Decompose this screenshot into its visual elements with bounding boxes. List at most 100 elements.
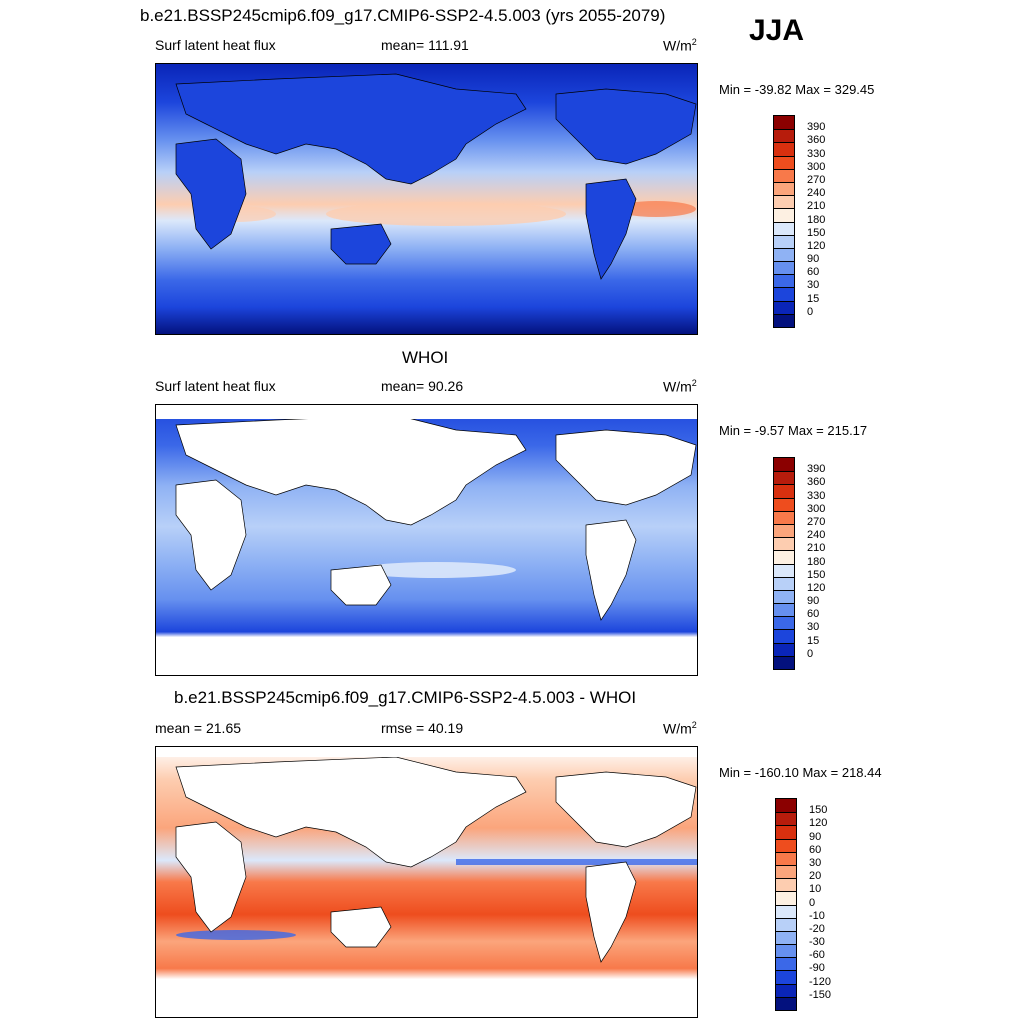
colorbar-swatch bbox=[776, 851, 796, 865]
colorbar-tick-label: 300 bbox=[807, 502, 826, 515]
colorbar-swatch bbox=[774, 261, 794, 275]
colorbar-tick-label: 240 bbox=[807, 187, 826, 200]
colorbar-tick-label: -90 bbox=[809, 962, 825, 975]
colorbar-swatch bbox=[774, 142, 794, 156]
colorbar-swatch bbox=[774, 550, 794, 564]
colorbar-swatch bbox=[774, 537, 794, 551]
colorbar-tick-label: 150 bbox=[809, 804, 828, 817]
colorbar-tick-label: -30 bbox=[809, 936, 825, 949]
panel1-map bbox=[155, 63, 698, 335]
panel3-title: b.e21.BSSP245cmip6.f09_g17.CMIP6-SSP2-4.… bbox=[174, 688, 637, 707]
colorbar-tick-label: -120 bbox=[809, 975, 832, 988]
colorbar-swatch bbox=[774, 484, 794, 498]
colorbar-tick-label: 270 bbox=[807, 515, 826, 528]
colorbar-swatch bbox=[774, 655, 794, 669]
colorbar-tick-label: 330 bbox=[807, 147, 826, 160]
panel2-map-svg bbox=[156, 405, 697, 675]
colorbar-swatch bbox=[774, 603, 794, 617]
colorbar-swatch bbox=[774, 274, 794, 288]
panel3-map-svg bbox=[156, 747, 697, 1017]
colorbar-swatch bbox=[776, 891, 796, 905]
colorbar-swatch bbox=[774, 576, 794, 590]
colorbar-swatch bbox=[774, 129, 794, 143]
colorbar-swatch bbox=[774, 195, 794, 209]
colorbar-tick-label: 120 bbox=[807, 239, 826, 252]
colorbar-tick-label: 10 bbox=[809, 883, 822, 896]
colorbar-tick-label: 150 bbox=[807, 226, 826, 239]
colorbar-tick-label: 90 bbox=[809, 830, 822, 843]
colorbar-swatch bbox=[774, 247, 794, 262]
panel2-units: W/m2 bbox=[663, 378, 697, 395]
colorbar-swatch bbox=[774, 589, 794, 604]
colorbar-swatch bbox=[776, 996, 796, 1010]
panel2-title: WHOI bbox=[402, 348, 449, 367]
colorbar-tick-label: 20 bbox=[809, 870, 822, 883]
colorbar-tick-label: 30 bbox=[807, 621, 820, 634]
colorbar-swatch bbox=[776, 957, 796, 971]
colorbar-swatch bbox=[774, 497, 794, 511]
colorbar-tick-label: 210 bbox=[807, 542, 826, 555]
colorbar-tick-label: 300 bbox=[807, 160, 826, 173]
colorbar-swatch bbox=[776, 812, 796, 826]
colorbar-tick-label: 180 bbox=[807, 213, 826, 226]
colorbar-tick-label: 90 bbox=[807, 595, 820, 608]
colorbar-tick-label: 60 bbox=[807, 608, 820, 621]
panel2-map bbox=[155, 404, 698, 676]
colorbar-swatch bbox=[776, 930, 796, 945]
colorbar-swatch bbox=[774, 181, 794, 196]
colorbar-tick-label: 240 bbox=[807, 529, 826, 542]
panel2-variable-label: Surf latent heat flux bbox=[155, 378, 276, 394]
colorbar-swatch bbox=[774, 221, 794, 235]
colorbar-swatch bbox=[774, 563, 794, 577]
colorbar-swatch bbox=[774, 287, 794, 301]
colorbar-tick-label: -20 bbox=[809, 922, 825, 935]
colorbar-tick-label: 15 bbox=[807, 634, 820, 647]
colorbar-tick-label: 180 bbox=[807, 555, 826, 568]
panel3-colorbar bbox=[775, 798, 797, 1011]
colorbar-swatch bbox=[774, 458, 794, 472]
colorbar-tick-label: 210 bbox=[807, 200, 826, 213]
colorbar-tick-label: 15 bbox=[807, 292, 820, 305]
colorbar-tick-label: 360 bbox=[807, 134, 826, 147]
colorbar-tick-label: 60 bbox=[809, 843, 822, 856]
panel1-units: W/m2 bbox=[663, 37, 697, 54]
colorbar-swatch bbox=[776, 970, 796, 984]
colorbar-swatch bbox=[774, 168, 794, 182]
colorbar-swatch bbox=[774, 629, 794, 643]
season-label: JJA bbox=[749, 14, 805, 47]
colorbar-swatch bbox=[776, 838, 796, 852]
panel1-minmax: Min = -39.82 Max = 329.45 bbox=[719, 82, 875, 97]
colorbar-tick-label: 360 bbox=[807, 476, 826, 489]
colorbar-tick-label: 0 bbox=[807, 305, 814, 318]
panel1-land bbox=[175, 73, 697, 280]
colorbar-swatch bbox=[774, 471, 794, 485]
panel3-rmse-label: rmse = 40.19 bbox=[381, 720, 464, 736]
colorbar-swatch bbox=[776, 904, 796, 918]
panel3-units: W/m2 bbox=[663, 720, 697, 737]
panel1-mean-label: mean= 111.91 bbox=[381, 37, 469, 53]
colorbar-tick-label: 390 bbox=[807, 121, 826, 134]
colorbar-swatch bbox=[774, 300, 794, 314]
colorbar-swatch bbox=[776, 864, 796, 879]
colorbar-tick-label: 120 bbox=[809, 817, 828, 830]
colorbar-swatch bbox=[776, 983, 796, 997]
colorbar-tick-label: -150 bbox=[809, 988, 832, 1001]
panel1-variable-label: Surf latent heat flux bbox=[155, 37, 276, 53]
colorbar-swatch bbox=[776, 799, 796, 813]
colorbar-tick-label: 0 bbox=[807, 647, 814, 660]
colorbar-swatch bbox=[776, 917, 796, 931]
colorbar-swatch bbox=[774, 116, 794, 130]
panel2-minmax: Min = -9.57 Max = 215.17 bbox=[719, 423, 868, 438]
colorbar-tick-label: 0 bbox=[809, 896, 816, 909]
colorbar-swatch bbox=[774, 234, 794, 248]
colorbar-swatch bbox=[776, 825, 796, 839]
panel3-minmax: Min = -160.10 Max = 218.44 bbox=[719, 765, 882, 780]
colorbar-tick-label: 30 bbox=[809, 856, 822, 869]
panel1-map-svg bbox=[156, 64, 697, 334]
colorbar-swatch bbox=[776, 878, 796, 892]
colorbar-swatch bbox=[774, 313, 794, 327]
colorbar-tick-label: 90 bbox=[807, 253, 820, 266]
panel1-colorbar bbox=[773, 115, 795, 328]
panel2-colorbar bbox=[773, 457, 795, 670]
colorbar-tick-label: 120 bbox=[807, 581, 826, 594]
